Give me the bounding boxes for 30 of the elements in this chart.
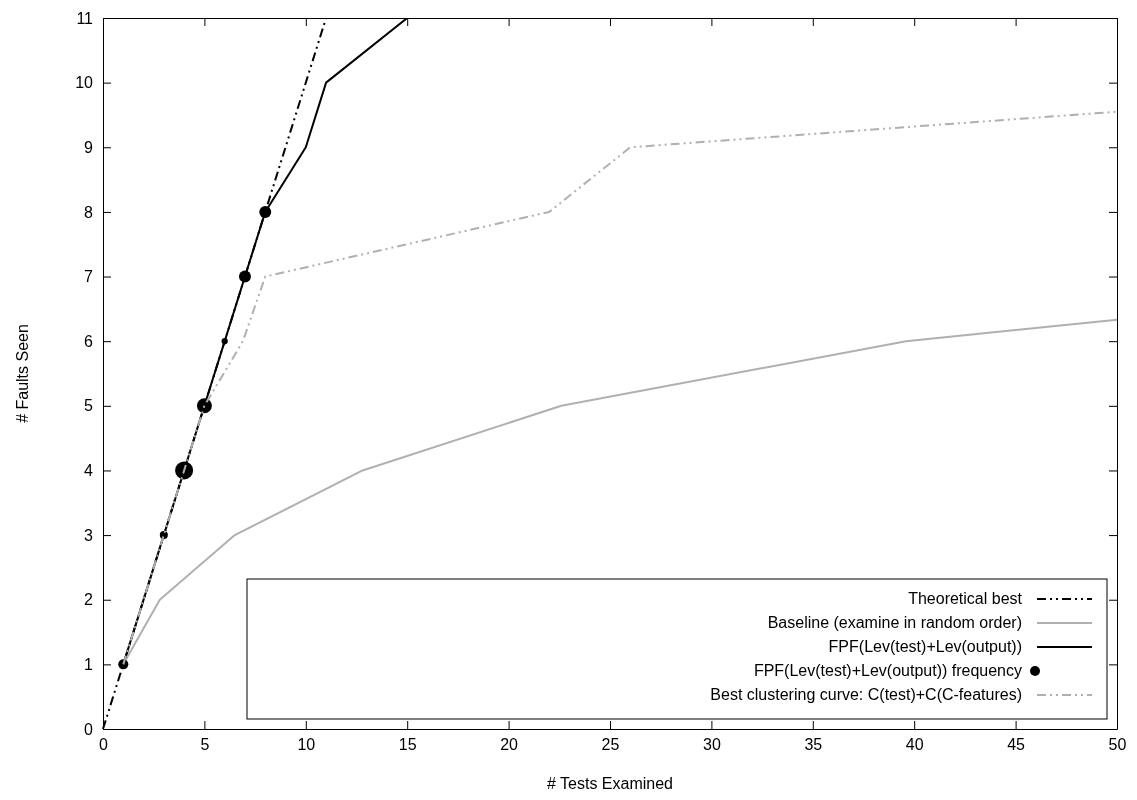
- y-tick-label: 0: [84, 720, 94, 738]
- y-tick-label: 2: [84, 591, 94, 609]
- legend-label: Best clustering curve: C(test)+C(C-features): [710, 686, 1022, 703]
- y-tick-label: 10: [75, 74, 94, 92]
- x-tick-label: 5: [200, 736, 210, 754]
- y-tick-label: 11: [76, 9, 94, 27]
- legend-label: Theoretical best: [908, 590, 1023, 607]
- legend-label: FPF(Lev(test)+Lev(output)) frequency: [753, 662, 1022, 679]
- y-tick-label: 7: [84, 268, 94, 286]
- x-tick-label: 50: [1108, 736, 1127, 754]
- x-tick-label: 45: [1007, 736, 1026, 754]
- y-axis-title: # Faults Seen: [14, 324, 31, 423]
- x-axis-title: # Tests Examined: [547, 775, 673, 792]
- y-tick-label: 5: [84, 397, 94, 415]
- x-tick-label: 40: [905, 736, 924, 754]
- legend-label: FPF(Lev(test)+Lev(output)): [828, 638, 1022, 655]
- y-tick-label: 3: [84, 526, 94, 544]
- x-tick-label: 25: [601, 736, 620, 754]
- y-tick-label: 4: [84, 462, 94, 480]
- x-tick-label: 35: [804, 736, 823, 754]
- y-tick-label: 6: [84, 332, 94, 350]
- y-tick-label: 8: [84, 203, 94, 221]
- x-tick-label: 15: [398, 736, 417, 754]
- y-tick-label: 1: [84, 655, 94, 673]
- x-tick-label: 10: [297, 736, 316, 754]
- x-tick-label: 0: [99, 736, 109, 754]
- x-tick-label: 30: [703, 736, 721, 754]
- y-tick-label: 9: [84, 138, 94, 156]
- legend-label: Baseline (examine in random order): [767, 614, 1022, 631]
- x-tick-label: 20: [500, 736, 519, 754]
